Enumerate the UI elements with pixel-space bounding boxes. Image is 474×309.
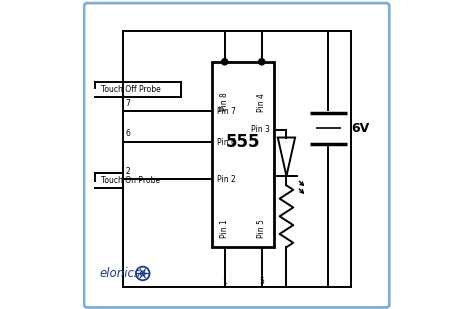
Text: 5: 5 [259, 277, 264, 286]
Text: Pin 5: Pin 5 [257, 219, 266, 238]
Text: Touch On Probe: Touch On Probe [101, 176, 160, 185]
Text: 7: 7 [126, 99, 131, 108]
Text: Pin 1: Pin 1 [220, 219, 229, 238]
Text: 6V: 6V [351, 122, 370, 135]
Bar [212, 62, 274, 247]
Text: elonics: elonics [100, 267, 141, 280]
Text: Touch Off Probe: Touch Off Probe [101, 85, 161, 94]
Text: 6: 6 [126, 129, 131, 138]
Circle shape [221, 59, 228, 65]
Text: Pin 4: Pin 4 [257, 93, 266, 112]
Text: Pin 3: Pin 3 [251, 125, 269, 134]
Text: Pin 8: Pin 8 [220, 93, 229, 112]
Circle shape [259, 59, 265, 65]
Text: Pin 6: Pin 6 [217, 138, 236, 147]
Text: 555: 555 [226, 133, 260, 151]
Text: 2: 2 [126, 167, 130, 176]
Text: Pin 7: Pin 7 [217, 107, 236, 116]
Text: 1: 1 [222, 277, 227, 286]
Text: Pin 2: Pin 2 [217, 175, 236, 184]
